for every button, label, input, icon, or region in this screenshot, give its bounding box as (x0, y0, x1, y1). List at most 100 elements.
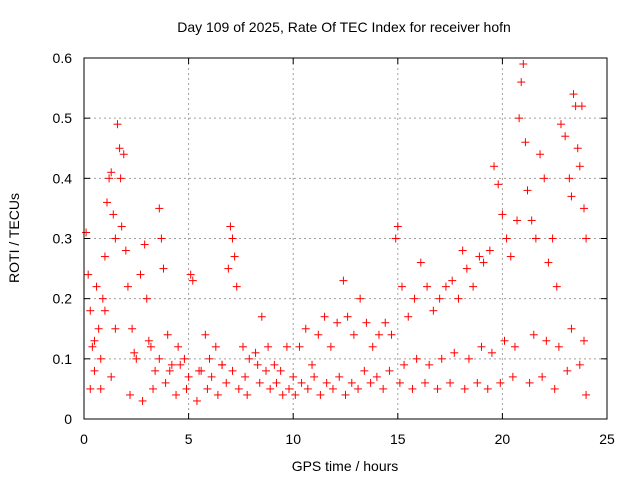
data-point (230, 252, 239, 261)
data-point (109, 210, 118, 219)
data-point (326, 342, 335, 351)
data-point (107, 372, 116, 381)
data-point (264, 342, 273, 351)
data-point (257, 312, 266, 321)
data-point (245, 354, 254, 363)
data-point (385, 366, 394, 375)
data-point (320, 312, 329, 321)
data-point (510, 342, 519, 351)
data-point (94, 324, 103, 333)
data-point (86, 384, 95, 393)
data-point (159, 264, 168, 273)
data-point (420, 378, 429, 387)
data-point (360, 366, 369, 375)
data-points (82, 60, 591, 405)
data-point (372, 372, 381, 381)
data-point (197, 366, 206, 375)
data-point (207, 372, 216, 381)
data-point (111, 234, 120, 243)
y-tick-labels: 0 0.1 0.2 0.3 0.4 0.5 0.6 (53, 50, 73, 427)
data-point (536, 150, 545, 159)
data-point (241, 372, 250, 381)
data-point (272, 378, 281, 387)
data-point (508, 372, 517, 381)
data-point (448, 276, 457, 285)
data-point (310, 372, 319, 381)
data-point (515, 114, 524, 123)
x-axis-label: GPS time / hours (292, 458, 399, 474)
data-point (498, 210, 507, 219)
data-point (408, 384, 417, 393)
data-point (105, 174, 114, 183)
data-point (130, 348, 139, 357)
data-point (475, 252, 484, 261)
data-point (90, 366, 99, 375)
data-point (316, 390, 325, 399)
data-point (270, 360, 279, 369)
x-tick-labels: 0 5 10 15 20 25 (80, 431, 615, 447)
data-point (144, 336, 153, 345)
data-point (548, 234, 557, 243)
y-tick-label: 0.3 (53, 231, 73, 247)
data-point (98, 294, 107, 303)
data-point (224, 264, 233, 273)
grid-lines (84, 58, 607, 419)
data-point (308, 360, 317, 369)
data-point (575, 360, 584, 369)
data-point (527, 216, 536, 225)
data-point (502, 234, 511, 243)
data-point (529, 330, 538, 339)
data-point (255, 378, 264, 387)
data-point (188, 276, 197, 285)
data-point (136, 270, 145, 279)
data-point (577, 102, 586, 111)
data-point (356, 294, 365, 303)
data-point (182, 384, 191, 393)
data-point (374, 330, 383, 339)
data-point (92, 282, 101, 291)
axis-ticks (83, 57, 608, 420)
data-point (469, 282, 478, 291)
data-point (506, 252, 515, 261)
data-point (333, 318, 342, 327)
y-tick-label: 0.1 (53, 351, 73, 367)
data-point (203, 384, 212, 393)
data-point (96, 384, 105, 393)
data-point (429, 306, 438, 315)
data-point (303, 384, 312, 393)
data-point (192, 396, 201, 405)
data-point (172, 390, 181, 399)
data-point (163, 330, 172, 339)
data-point (473, 378, 482, 387)
data-point (441, 282, 450, 291)
data-point (381, 318, 390, 327)
data-point (523, 186, 532, 195)
x-tick-label: 25 (599, 431, 615, 447)
data-point (339, 276, 348, 285)
data-point (140, 240, 149, 249)
data-point (582, 234, 591, 243)
data-point (567, 192, 576, 201)
data-point (517, 78, 526, 87)
data-point (100, 252, 109, 261)
data-point (579, 336, 588, 345)
data-point (450, 348, 459, 357)
data-point (460, 384, 469, 393)
data-point (107, 168, 116, 177)
y-axis-label: ROTI / TECUs (6, 193, 22, 283)
data-point (519, 60, 528, 69)
data-point (205, 354, 214, 363)
data-point (379, 384, 388, 393)
y-tick-label: 0.4 (53, 170, 73, 186)
data-point (184, 372, 193, 381)
data-point (538, 372, 547, 381)
data-point (435, 294, 444, 303)
data-point (395, 378, 404, 387)
chart-title: Day 109 of 2025, Rate Of TEC Index for r… (177, 19, 511, 35)
data-point (276, 366, 285, 375)
data-point (335, 372, 344, 381)
data-point (573, 144, 582, 153)
data-point (446, 378, 455, 387)
data-point (393, 222, 402, 231)
